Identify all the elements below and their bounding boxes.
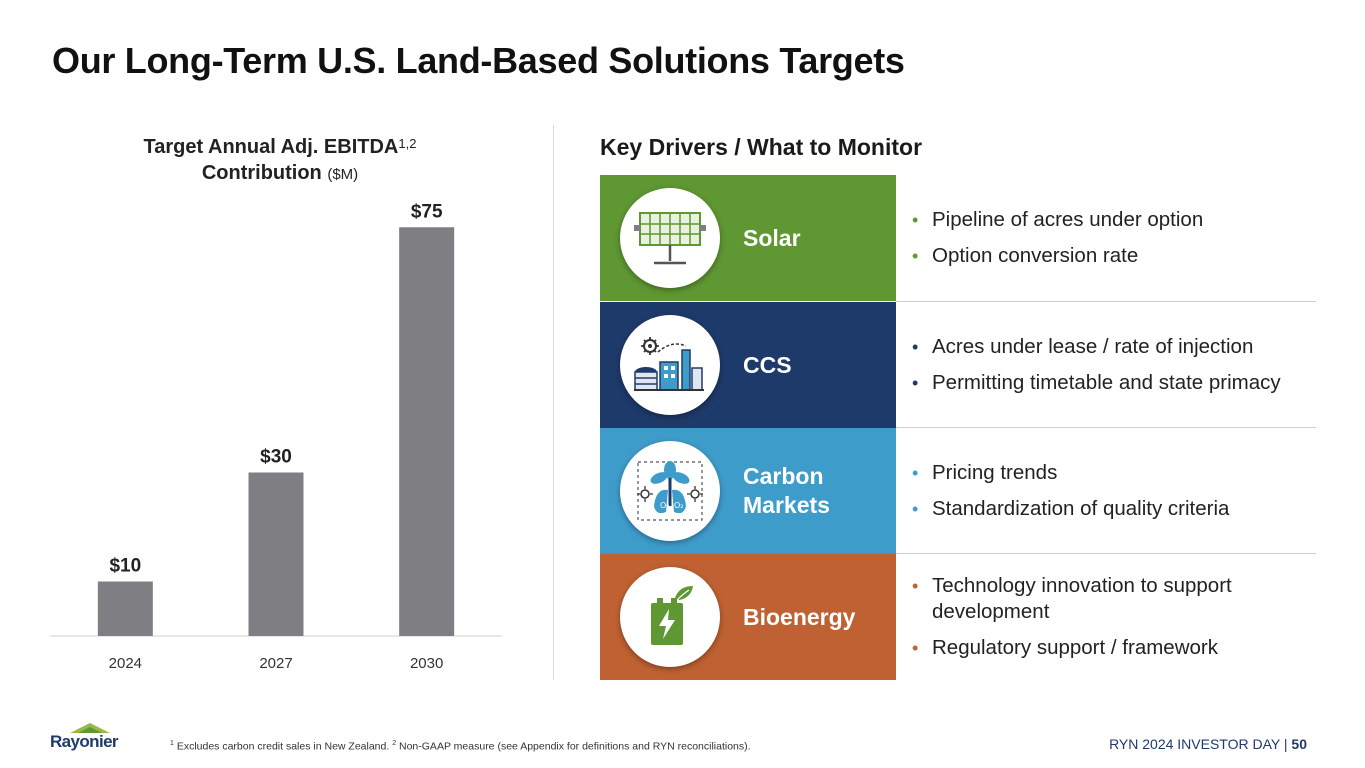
row-separator xyxy=(896,553,1316,554)
footnotes: 1 Excludes carbon credit sales in New Ze… xyxy=(170,740,751,753)
tree-lungs-icon: O₂ O₂ xyxy=(637,461,703,521)
chart-title-line2: Contribution xyxy=(201,162,322,184)
svg-text:O₂: O₂ xyxy=(660,501,670,510)
bullet-item: Permitting timetable and state primacy xyxy=(912,370,1312,396)
driver-bioenergy-icon-circle xyxy=(620,567,720,667)
bar-2030 xyxy=(399,227,455,636)
ebitda-bar-chart: $10 2024 $30 2027 $75 2030 xyxy=(50,201,502,672)
svg-text:O₂: O₂ xyxy=(674,501,684,510)
logo-mark-icon xyxy=(70,723,110,733)
data-label-2024: $10 xyxy=(109,556,141,577)
rayonier-logo: Rayonier xyxy=(50,722,130,752)
chart-title: Target Annual Adj. EBITDA1,2 Contributio… xyxy=(60,134,500,188)
page-title: Our Long-Term U.S. Land-Based Solutions … xyxy=(52,40,905,81)
driver-carbon-markets-name: Carbon Markets xyxy=(743,463,830,518)
bullet-item: Pipeline of acres under option xyxy=(912,207,1312,233)
solar-panel-icon xyxy=(634,212,706,265)
bar-2027 xyxy=(248,472,304,636)
bullet-item: Option conversion rate xyxy=(912,243,1312,269)
chart-title-footnote-ref: 1,2 xyxy=(398,136,417,151)
chart-title-line1: Target Annual Adj. EBITDA xyxy=(143,136,399,158)
chart-title-unit: ($M) xyxy=(327,166,359,183)
driver-solar: Solar Pipeline of acres under option Opt… xyxy=(600,175,1316,301)
driver-solar-icon-circle xyxy=(620,188,720,288)
driver-carbon-markets-box: O₂ O₂ Carbon Markets xyxy=(600,428,896,554)
battery-leaf-icon xyxy=(651,586,693,645)
footnote-ref-1: 1 xyxy=(170,740,174,747)
tick-label-2030: 2030 xyxy=(410,655,443,672)
column-divider xyxy=(553,125,554,680)
logo-wordmark: Rayonier xyxy=(50,732,119,751)
driver-solar-box: Solar xyxy=(600,175,896,301)
driver-solar-bullets: Pipeline of acres under option Option co… xyxy=(912,175,1312,301)
driver-bioenergy-name: Bioenergy xyxy=(743,603,856,630)
driver-bioenergy-bullets: Technology innovation to support develop… xyxy=(912,554,1312,680)
driver-solar-name: Solar xyxy=(743,224,801,251)
footnote-text-2: Non-GAAP measure (see Appendix for defin… xyxy=(396,740,751,753)
driver-ccs-bullets: Acres under lease / rate of injection Pe… xyxy=(912,302,1312,428)
factory-gear-icon xyxy=(634,337,704,391)
event-name: RYN 2024 INVESTOR DAY xyxy=(1109,736,1280,752)
footnote-text-1: Excludes carbon credit sales in New Zeal… xyxy=(173,740,393,753)
driver-ccs-icon-circle xyxy=(620,315,720,415)
page-number: 50 xyxy=(1291,736,1307,752)
drivers-title: Key Drivers / What to Monitor xyxy=(600,134,923,160)
driver-carbon-markets-icon-circle: O₂ O₂ xyxy=(620,441,720,541)
bullet-item: Technology innovation to support develop… xyxy=(912,573,1312,625)
driver-carbon-markets: O₂ O₂ Carbon Markets Pricing trends Stan… xyxy=(600,428,1316,554)
footnote-ref-2: 2 xyxy=(392,740,397,747)
tick-label-2024: 2024 xyxy=(109,655,142,672)
driver-ccs-name: CCS xyxy=(743,351,792,378)
bullet-item: Regulatory support / framework xyxy=(912,635,1312,661)
tick-label-2027: 2027 xyxy=(259,655,292,672)
data-label-2027: $30 xyxy=(260,447,292,468)
driver-bioenergy-box: Bioenergy xyxy=(600,554,896,680)
driver-ccs: CCS Acres under lease / rate of injectio… xyxy=(600,302,1316,428)
bar-2024 xyxy=(97,581,153,636)
row-separator xyxy=(896,301,1316,302)
bullet-item: Pricing trends xyxy=(912,460,1312,486)
driver-ccs-box: CCS xyxy=(600,302,896,428)
data-label-2030: $75 xyxy=(411,201,443,222)
driver-carbon-markets-bullets: Pricing trends Standardization of qualit… xyxy=(912,428,1312,554)
bullet-item: Acres under lease / rate of injection xyxy=(912,334,1312,360)
driver-bioenergy: Bioenergy Technology innovation to suppo… xyxy=(600,554,1316,680)
bullet-item: Standardization of quality criteria xyxy=(912,496,1312,522)
footer-separator: | xyxy=(1283,736,1288,752)
row-separator xyxy=(896,427,1316,428)
footer-event: RYN 2024 INVESTOR DAY | 50 xyxy=(1109,736,1307,752)
